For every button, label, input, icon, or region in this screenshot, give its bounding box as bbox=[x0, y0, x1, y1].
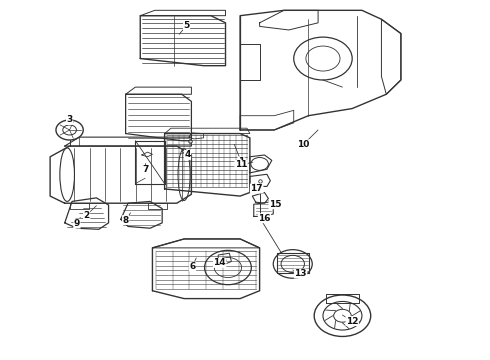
Text: 2: 2 bbox=[83, 211, 90, 220]
Text: 3: 3 bbox=[67, 116, 73, 125]
Text: 14: 14 bbox=[213, 258, 226, 267]
Text: 16: 16 bbox=[258, 214, 271, 223]
Text: 5: 5 bbox=[183, 21, 190, 30]
Text: 11: 11 bbox=[235, 161, 247, 170]
Text: 9: 9 bbox=[74, 219, 80, 228]
Ellipse shape bbox=[60, 148, 74, 202]
Text: 17: 17 bbox=[250, 184, 263, 193]
Text: 12: 12 bbox=[346, 316, 359, 325]
Text: 6: 6 bbox=[189, 262, 196, 271]
Text: 10: 10 bbox=[297, 140, 310, 149]
Text: 1: 1 bbox=[238, 157, 244, 166]
Text: 15: 15 bbox=[269, 200, 281, 209]
Text: 4: 4 bbox=[184, 150, 191, 159]
Ellipse shape bbox=[178, 149, 190, 201]
Text: 7: 7 bbox=[142, 166, 148, 175]
Text: 13: 13 bbox=[294, 269, 307, 278]
Text: 8: 8 bbox=[122, 216, 129, 225]
